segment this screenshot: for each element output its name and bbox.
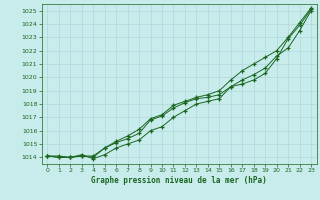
X-axis label: Graphe pression niveau de la mer (hPa): Graphe pression niveau de la mer (hPa) [91, 176, 267, 185]
